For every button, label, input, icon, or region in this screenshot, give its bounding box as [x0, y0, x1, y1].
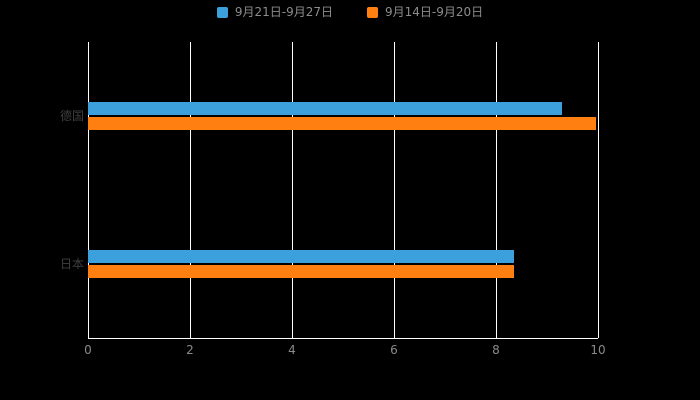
legend-label: 9月21日-9月27日 [234, 5, 333, 19]
gridline [292, 42, 293, 338]
gridline [394, 42, 395, 338]
legend-swatch-icon [367, 6, 378, 18]
legend-swatch-icon [216, 6, 228, 18]
bar-9月21日-9月27日 [88, 102, 563, 115]
gridline [598, 42, 599, 338]
x-axis-tick-label: 8 [492, 343, 500, 357]
x-axis-tick-label: 6 [390, 343, 398, 357]
x-axis-tick-label: 4 [288, 343, 296, 357]
plot-area: 0 2 4 6 8 10 德国日本 [60, 42, 606, 356]
x-axis-tick-label: 10 [590, 343, 606, 357]
legend-item-week2[interactable]: 9月21日-9月27日 [216, 5, 333, 19]
chart-legend: 9月21日-9月27日 9月14日-9月20日 [0, 6, 700, 18]
gridline [496, 42, 497, 338]
legend-label: 9月14日-9月20日 [385, 5, 484, 19]
gridline [88, 42, 89, 338]
category-label: 德国 [59, 109, 84, 123]
bar-9月14日-9月20日 [88, 265, 514, 278]
bar-9月21日-9月27日 [88, 250, 514, 263]
gridline [190, 42, 191, 338]
bar-9月14日-9月20日 [88, 117, 597, 130]
x-axis-tick-label: 0 [84, 343, 92, 357]
x-axis-tick-label: 2 [186, 343, 194, 357]
legend-item-week1[interactable]: 9月14日-9月20日 [367, 6, 483, 18]
category-label: 日本 [59, 257, 84, 271]
